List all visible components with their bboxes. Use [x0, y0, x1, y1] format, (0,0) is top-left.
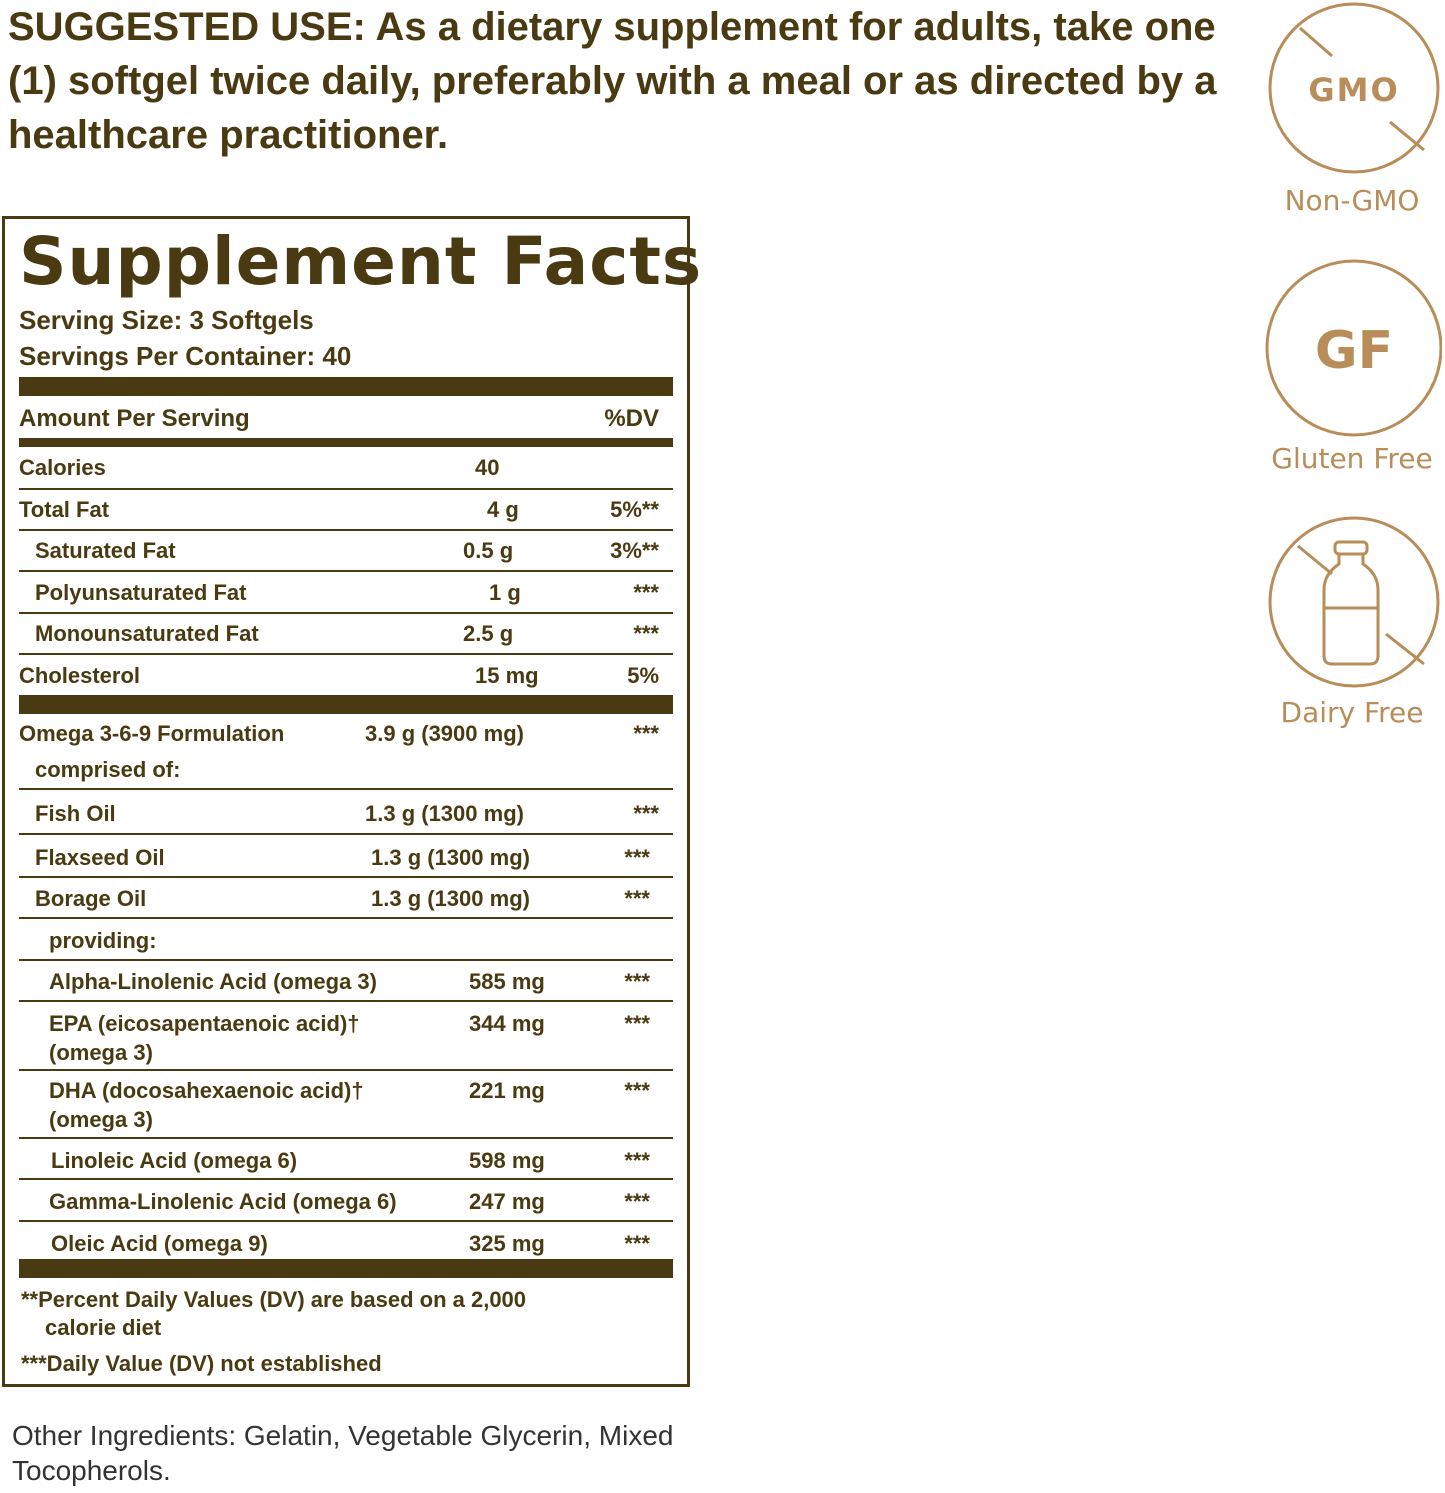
row-amount: 1.3 g (1300 mg) [365, 801, 524, 826]
row-dv: *** [624, 886, 650, 911]
facts-title: Supplement Facts [19, 223, 703, 300]
footnote-dv-basis: **Percent Daily Values (DV) are based on… [21, 1287, 527, 1312]
badge-non-gmo: GMO Non-GMO [1262, 0, 1442, 230]
row-name: Omega 3-6-9 Formulation [19, 721, 285, 746]
row-name: Linoleic Acid (omega 6) [51, 1148, 298, 1173]
thick-divider [19, 377, 673, 396]
thick-divider [19, 1259, 673, 1278]
row-divider [19, 1069, 673, 1071]
non-gmo-icon: GMO [1268, 2, 1440, 174]
row-subname: (omega 3) [49, 1107, 153, 1132]
servings-per-container: Servings Per Container: 40 [19, 341, 352, 371]
row-amount: 4 g [487, 497, 519, 522]
row-name: Oleic Acid (omega 9) [51, 1231, 268, 1256]
medium-divider [19, 438, 673, 447]
row-dv: *** [624, 969, 650, 994]
row-dv: *** [624, 1231, 650, 1256]
row-amount: 247 mg [469, 1189, 545, 1214]
row-amount: 40 [475, 455, 500, 480]
row-divider [19, 529, 673, 531]
row-dv: *** [624, 1148, 650, 1173]
row-divider [19, 959, 673, 961]
row-name: Alpha-Linolenic Acid (omega 3) [49, 969, 377, 994]
footnote-dv-basis-cont: calorie diet [45, 1315, 162, 1340]
row-amount: 344 mg [469, 1011, 545, 1036]
row-dv: 5% [627, 663, 659, 688]
row-amount: 2.5 g [463, 621, 514, 646]
row-divider [19, 570, 673, 572]
gluten-free-icon: GF [1265, 259, 1443, 437]
badge-label: Dairy Free [1280, 696, 1424, 729]
row-name: Cholesterol [19, 663, 141, 688]
row-dv: *** [633, 721, 659, 746]
row-divider [19, 653, 673, 655]
row-name: DHA (docosahexaenoic acid)† [49, 1078, 364, 1103]
row-name: EPA (eicosapentaenoic acid)† [49, 1011, 360, 1036]
badge-dairy-free: Dairy Free [1262, 516, 1442, 746]
row-dv: *** [633, 621, 659, 646]
row-divider [19, 612, 673, 614]
row-name: Calories [19, 455, 106, 480]
row-dv: 5%** [610, 497, 659, 522]
serving-size: Serving Size: 3 Softgels [19, 305, 314, 335]
dairy-free-icon [1268, 516, 1440, 688]
row-divider [19, 1137, 673, 1139]
row-name: Gamma-Linolenic Acid (omega 6) [49, 1189, 397, 1214]
footnote-dv-not-established: ***Daily Value (DV) not established [21, 1351, 382, 1376]
badge-label: Non-GMO [1284, 184, 1420, 217]
row-subname: comprised of: [35, 757, 181, 782]
row-dv: *** [633, 801, 659, 826]
supplement-facts-panel: Supplement Facts Serving Size: 3 Softgel… [2, 216, 701, 1387]
row-name: Flaxseed Oil [35, 845, 165, 870]
suggested-use-text: SUGGESTED USE: As a dietary supplement f… [8, 5, 1217, 157]
row-dv: *** [633, 580, 659, 605]
row-name: Borage Oil [35, 886, 147, 911]
row-amount: 1.3 g (1300 mg) [371, 845, 530, 870]
amount-per-serving-header: Amount Per Serving [19, 405, 250, 432]
other-ingredients: Other Ingredients: Gelatin, Vegetable Gl… [12, 1420, 674, 1486]
gf-icon-text: GF [1315, 321, 1393, 381]
row-name: Fish Oil [35, 801, 116, 826]
row-dv: *** [624, 1078, 650, 1103]
row-amount: 598 mg [469, 1148, 545, 1173]
row-name: Monounsaturated Fat [35, 621, 259, 646]
row-divider [19, 1000, 673, 1002]
dv-header: %DV [604, 405, 659, 432]
row-divider [19, 876, 673, 878]
row-subname: (omega 3) [49, 1040, 153, 1065]
row-name: Polyunsaturated Fat [35, 580, 247, 605]
row-divider [19, 1178, 673, 1180]
row-name: providing: [49, 928, 157, 953]
row-amount: 221 mg [469, 1078, 545, 1103]
row-amount: 325 mg [469, 1231, 545, 1256]
gmo-icon-text: GMO [1308, 71, 1399, 109]
row-divider [19, 1220, 673, 1222]
thick-divider [19, 695, 673, 714]
row-amount: 3.9 g (3900 mg) [365, 721, 524, 746]
row-amount: 1.3 g (1300 mg) [371, 886, 530, 911]
row-name: Saturated Fat [35, 538, 176, 563]
row-divider [19, 788, 673, 790]
row-divider [19, 833, 673, 835]
row-amount: 585 mg [469, 969, 545, 994]
row-amount: 1 g [489, 580, 521, 605]
row-dv: *** [624, 845, 650, 870]
row-dv: *** [624, 1011, 650, 1036]
row-amount: 15 mg [475, 663, 539, 688]
row-dv: *** [624, 1189, 650, 1214]
row-name: Total Fat [19, 497, 110, 522]
row-amount: 0.5 g [463, 538, 514, 563]
badge-label: Gluten Free [1271, 442, 1433, 475]
row-divider [19, 917, 673, 919]
badge-gluten-free: GF Gluten Free [1262, 258, 1443, 488]
row-divider [19, 488, 673, 490]
row-dv: 3%** [610, 538, 659, 563]
